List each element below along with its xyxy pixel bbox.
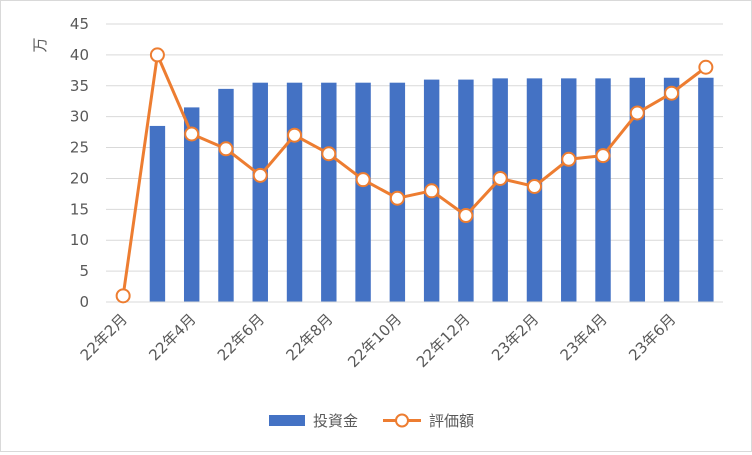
- bar: [149, 125, 166, 302]
- line-point: [595, 148, 611, 164]
- y-axis-label: 万: [31, 37, 49, 52]
- line-point: [149, 47, 165, 63]
- bar: [561, 78, 577, 302]
- series-line: [121, 53, 707, 297]
- legend-bar-swatch: [269, 415, 305, 426]
- line-point: [389, 190, 405, 206]
- line-series: [115, 47, 714, 304]
- line-point: [184, 126, 200, 142]
- y-tick-label: 10: [70, 231, 89, 249]
- bar: [286, 82, 303, 302]
- bar: [663, 77, 680, 302]
- x-tick-labels: 22年2月 22年4月 22年6月 22年8月 22年10月 22年12月 23年2月 23年…: [77, 310, 680, 371]
- line-point: [115, 288, 131, 304]
- line-point: [492, 170, 508, 186]
- bar: [698, 77, 714, 302]
- y-tick-label: 40: [70, 46, 89, 64]
- x-tick-label: 22年12月: [413, 310, 474, 371]
- x-tick-label: 22年10月: [344, 310, 405, 371]
- legend-bar-label: 投資金: [313, 412, 358, 430]
- line-point: [629, 105, 645, 121]
- x-tick-label: 23年6月: [625, 310, 679, 364]
- bar: [218, 88, 234, 302]
- y-tick-label: 20: [70, 169, 89, 187]
- bar: [492, 78, 508, 302]
- bar-series: [149, 77, 714, 303]
- y-tick-label: 30: [70, 108, 89, 126]
- legend-line-label: 評価額: [429, 412, 474, 430]
- x-tick-label: 23年4月: [557, 310, 611, 364]
- x-tick-label: 23年2月: [488, 310, 542, 364]
- bar: [595, 78, 611, 302]
- y-tick-label: 15: [70, 200, 89, 218]
- line-point: [424, 183, 440, 199]
- y-tick-label: 35: [70, 77, 89, 95]
- line-point: [458, 208, 474, 224]
- x-tick-label: 22年8月: [282, 310, 336, 364]
- line-point: [252, 167, 268, 183]
- line-point: [526, 178, 542, 194]
- y-tick-label: 25: [70, 139, 89, 157]
- line-point: [355, 172, 371, 188]
- bar: [252, 82, 268, 302]
- gridlines: [106, 23, 723, 272]
- line-point: [287, 127, 303, 143]
- bar: [355, 82, 371, 302]
- line-point: [698, 59, 714, 75]
- y-tick-label: 5: [79, 262, 89, 280]
- x-tick-label: 22年4月: [145, 310, 199, 364]
- legend-line-marker: [395, 413, 409, 428]
- line-point: [561, 151, 577, 167]
- bar: [183, 107, 200, 303]
- bar: [629, 77, 646, 302]
- y-tick-label: 45: [70, 15, 89, 33]
- x-tick-label: 22年6月: [214, 310, 268, 364]
- line-point: [321, 146, 337, 162]
- legend: 投資金 評価額: [269, 412, 474, 430]
- line-point: [218, 141, 234, 157]
- y-tick-labels: 0 5 10 15 20 25 30 35 40 45: [70, 15, 89, 311]
- bar: [321, 82, 337, 302]
- bar: [458, 79, 474, 302]
- line-point: [664, 85, 680, 101]
- x-tick-label: 22年2月: [77, 310, 131, 364]
- y-tick-label: 0: [79, 293, 89, 311]
